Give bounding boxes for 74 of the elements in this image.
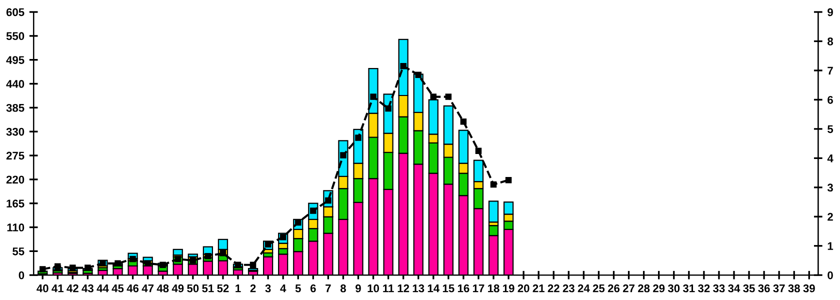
y-tick-label: 605 — [6, 8, 24, 16]
x-tick-label: 30 — [668, 284, 680, 292]
x-tick-label: 44 — [96, 284, 109, 292]
x-tick-label: 48 — [156, 284, 169, 292]
x-tick-label: 18 — [488, 284, 500, 292]
y2-tick-label: 5 — [828, 125, 834, 134]
x-tick-label: 12 — [398, 284, 410, 292]
x-tick-label: 50 — [187, 284, 199, 292]
x-tick-label: 26 — [608, 284, 620, 292]
y2-tick-label: 4 — [827, 154, 834, 162]
y-tick-label: 275 — [6, 152, 24, 160]
y-tick-label: 55 — [12, 248, 24, 256]
x-tick-label: 14 — [428, 284, 440, 292]
y-tick-label: 220 — [6, 176, 24, 184]
x-tick-label: 31 — [682, 284, 695, 292]
x-tick-label: 42 — [66, 284, 78, 292]
x-tick-label: 22 — [548, 284, 560, 292]
x-tick-label: 52 — [217, 284, 229, 292]
y2-tick-label: 0 — [828, 271, 833, 280]
x-tick-label: 29 — [653, 284, 665, 292]
x-tick-label: 33 — [713, 284, 725, 292]
x-tick-label: 46 — [126, 284, 139, 292]
y2-tick-label: 2 — [828, 212, 833, 221]
x-tick-label: 9 — [356, 284, 361, 292]
x-tick-label: 49 — [172, 284, 184, 292]
y-tick-label: 330 — [6, 128, 24, 136]
x-tick-label: 36 — [758, 284, 770, 292]
x-tick-label: 51 — [202, 284, 214, 292]
x-tick-label: 34 — [728, 284, 740, 292]
x-tick-label: 24 — [578, 284, 590, 292]
y-tick-label: 165 — [6, 200, 24, 208]
y2-tick-label: 3 — [827, 184, 833, 192]
x-tick-label: 2 — [250, 284, 256, 292]
x-tick-label: 6 — [310, 284, 316, 292]
x-tick-label: 25 — [592, 284, 605, 292]
x-tick-label: 11 — [383, 284, 394, 292]
x-tick-label: 20 — [518, 284, 530, 292]
y2-tick-label: 9 — [828, 8, 833, 16]
y-tick-label: 0 — [18, 271, 24, 280]
x-tick-label: 37 — [773, 284, 785, 292]
x-tick-label: 10 — [368, 284, 379, 292]
x-tick-label: 17 — [473, 284, 484, 292]
x-tick-label: 43 — [82, 284, 94, 292]
x-tick-label: 13 — [412, 284, 424, 292]
y2-tick-label: 8 — [828, 38, 834, 46]
x-tick-label: 19 — [503, 284, 514, 292]
x-tick-label: 1 — [236, 284, 241, 292]
y-tick-label: 110 — [7, 224, 24, 232]
x-tick-label: 35 — [743, 284, 755, 292]
x-tick-label: 4 — [280, 284, 286, 292]
x-tick-label: 27 — [622, 284, 634, 292]
x-tick-label: 3 — [265, 284, 271, 292]
x-tick-label: 15 — [442, 284, 454, 292]
x-tick-label: 7 — [326, 284, 331, 292]
y2-tick-label: 7 — [828, 66, 833, 74]
y-tick-label: 385 — [6, 104, 24, 112]
x-tick-label: 41 — [52, 284, 64, 292]
y2-tick-label: 6 — [828, 96, 833, 104]
x-tick-label: 8 — [340, 284, 346, 292]
y-tick-label: 550 — [6, 32, 24, 40]
y-tick-label: 440 — [6, 80, 24, 88]
x-tick-label: 40 — [36, 284, 48, 292]
x-tick-label: 16 — [458, 284, 470, 292]
x-tick-label: 32 — [698, 284, 710, 292]
x-tick-label: 28 — [638, 284, 650, 292]
x-tick-label: 23 — [562, 284, 574, 292]
x-tick-label: 5 — [295, 284, 301, 292]
x-tick-label: 45 — [112, 284, 124, 292]
x-tick-label: 47 — [142, 284, 154, 292]
y-tick-label: 495 — [6, 56, 24, 64]
y2-tick-label: 1 — [828, 242, 834, 250]
x-tick-label: 39 — [803, 284, 815, 292]
x-tick-label: 21 — [532, 284, 544, 292]
x-tick-label: 38 — [788, 284, 800, 292]
